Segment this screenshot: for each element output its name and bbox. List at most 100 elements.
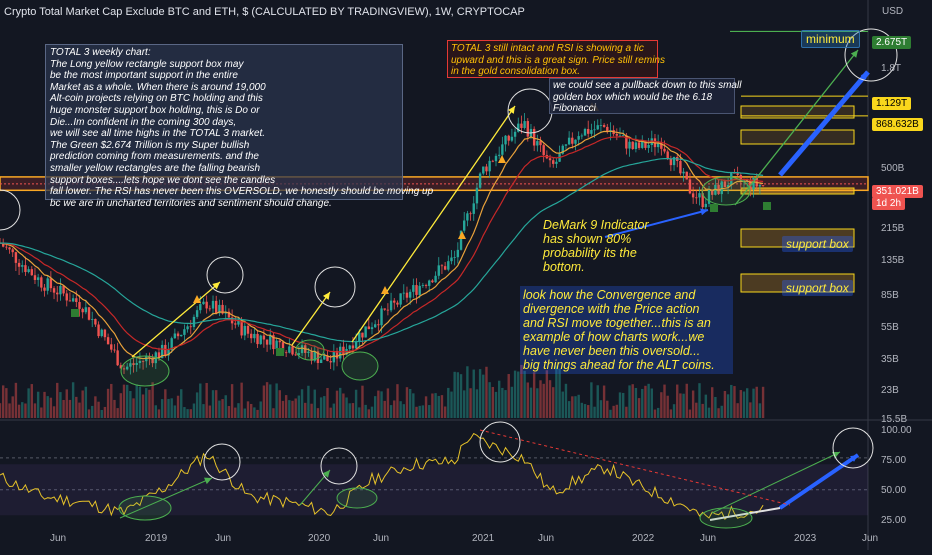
candle-body: [8, 247, 11, 250]
volume-bar: [335, 390, 339, 418]
candle-body: [195, 310, 199, 317]
candle-body: [1, 242, 5, 247]
volume-bar: [256, 409, 259, 418]
volume-bar: [691, 390, 695, 418]
volume-bar: [609, 409, 612, 418]
volume-bar: [428, 405, 431, 418]
volume-bar: [377, 390, 380, 418]
volume-bar: [475, 389, 479, 418]
pullback-note-line: we could see a pullback down to this sma…: [553, 80, 742, 91]
candle-body: [180, 334, 183, 337]
candle-body: [326, 355, 329, 362]
candle-body: [656, 142, 660, 148]
pullback-annotation: we could see a pullback down to this sma…: [549, 78, 742, 114]
price-tick-label: 215B: [881, 223, 905, 234]
volume-bar: [186, 409, 189, 418]
candle-body: [361, 332, 364, 338]
rsi-highlight-circle: [479, 421, 521, 463]
volume-bar: [405, 387, 409, 418]
volume-bar: [65, 389, 68, 418]
volume-bar: [192, 403, 196, 418]
candle-body: [491, 160, 495, 162]
candle-body: [5, 246, 8, 248]
candle-body: [157, 352, 161, 359]
volume-bar: [253, 407, 256, 418]
volume-bar: [94, 396, 97, 418]
volume-bar: [224, 395, 227, 418]
volume-bar: [103, 406, 107, 418]
volume-bar: [688, 409, 692, 418]
demark-buy-marker: [763, 202, 771, 210]
volume-bar: [332, 403, 336, 418]
volume-bar: [310, 403, 313, 418]
candle-body: [43, 287, 46, 291]
candle-body: [30, 269, 33, 276]
demark-buy-marker: [71, 309, 79, 317]
candle-body: [21, 265, 24, 267]
volume-bar: [644, 385, 647, 418]
candle-body: [599, 125, 603, 126]
volume-bar: [62, 399, 65, 418]
demark-note-line: probability its the: [543, 246, 637, 260]
candle-body: [736, 173, 739, 175]
volume-bar: [497, 380, 501, 418]
candle-body: [408, 291, 412, 298]
time-tick-label: Jun: [373, 533, 390, 544]
volume-bar: [542, 383, 545, 418]
candle-body: [396, 302, 399, 305]
candle-body: [440, 265, 444, 267]
volume-bar: [11, 396, 14, 418]
chart-title: Crypto Total Market Cap Exclude BTC and …: [4, 6, 525, 18]
volume-bar: [240, 382, 243, 418]
volume-bar: [711, 387, 714, 418]
volume-bar: [151, 382, 154, 418]
volume-bar: [46, 396, 49, 418]
candle-body: [199, 304, 202, 311]
candle-body: [720, 181, 723, 195]
candle-body: [707, 189, 711, 204]
candle-body: [170, 338, 173, 351]
candle-body: [141, 360, 145, 362]
convergence-note-line: example of how charts work...we: [523, 330, 705, 344]
candle-body: [424, 285, 428, 286]
candle-body: [615, 134, 619, 136]
price-tick-label: 85B: [881, 290, 899, 301]
candle-body: [46, 278, 49, 291]
volume-bar: [637, 398, 641, 418]
candle-body: [129, 363, 132, 367]
volume-bar: [36, 391, 40, 418]
candle-body: [52, 288, 56, 293]
volume-bar: [472, 369, 475, 418]
candle-body: [548, 158, 552, 161]
candle-body: [84, 307, 88, 313]
volume-bar: [399, 401, 402, 418]
volume-bar: [113, 399, 116, 418]
candle-body: [300, 345, 304, 354]
candle-body: [669, 158, 673, 166]
volume-bar: [418, 405, 421, 418]
volume-bar: [545, 370, 549, 418]
volume-bar: [339, 387, 342, 418]
candle-body: [135, 363, 138, 365]
price-tag-target: 2.675T: [872, 36, 912, 49]
volume-bar: [30, 384, 33, 418]
candle-body: [370, 327, 374, 330]
volume-bar: [517, 371, 520, 418]
candle-body: [342, 346, 345, 355]
candle-body: [240, 320, 243, 336]
volume-bar: [656, 407, 660, 418]
volume-bar: [488, 382, 491, 418]
rsi-note-line: in the gold consolidation box.: [451, 66, 580, 78]
candle-body: [234, 323, 237, 325]
volume-bar: [164, 389, 167, 418]
candle-body: [27, 269, 30, 273]
volume-bar: [40, 407, 43, 418]
volume-bar: [730, 384, 733, 418]
volume-bar: [329, 407, 332, 418]
rsi-tick-label: 50.00: [881, 485, 907, 496]
candle-body: [281, 342, 285, 353]
main-note-line: Market as a whole. When there is around …: [50, 81, 266, 93]
candle-body: [583, 128, 587, 136]
